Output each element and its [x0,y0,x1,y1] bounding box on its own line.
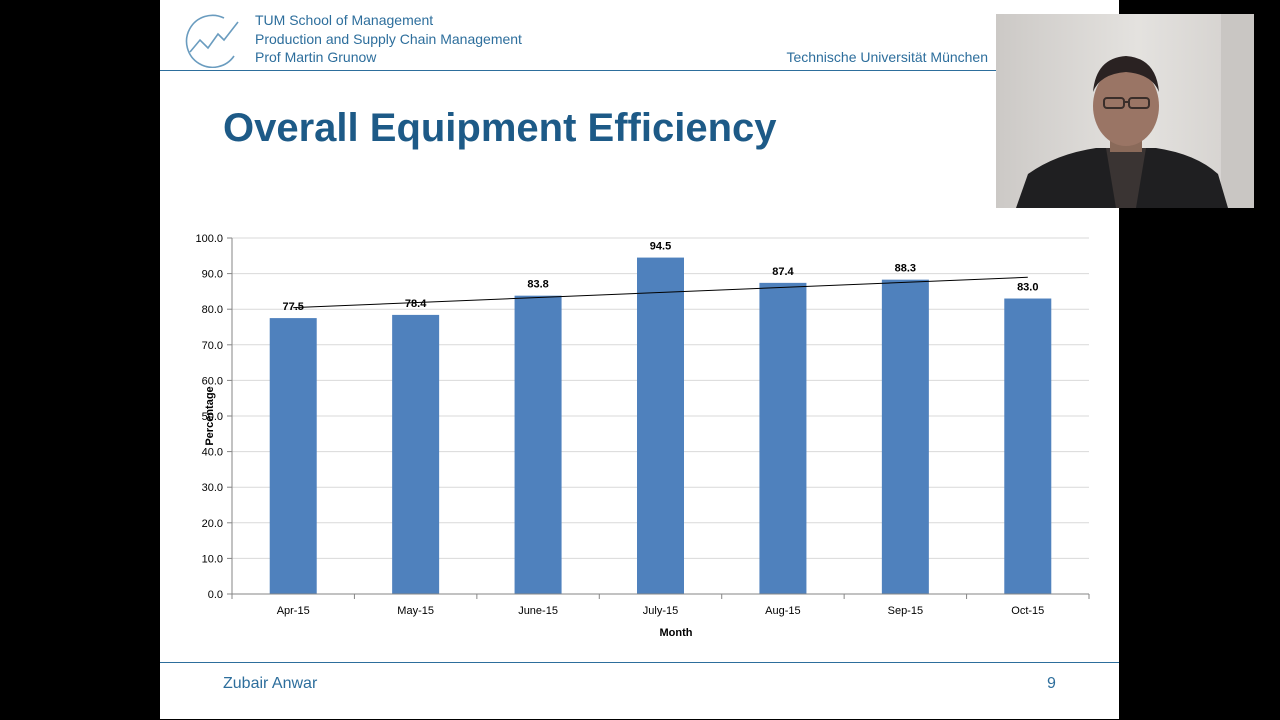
y-tick-label: 10.0 [202,553,223,565]
x-tick-label: Oct-15 [1011,605,1044,617]
y-tick-label: 40.0 [202,447,223,459]
bar-june-15 [514,295,562,594]
presenter-webcam [996,14,1254,208]
oee-bar-chart: 0.0 10.0 20.0 30.0 40.0 50.0 60.0 70.0 80.0 90.0 1… [195,233,1090,639]
data-label: 88.3 [895,263,916,275]
footer-author: Zubair Anwar [223,675,318,692]
footer-divider [160,662,1119,663]
x-tick-label: Apr-15 [277,605,310,617]
presenter-video-icon [1016,14,1254,208]
trendline [293,276,1028,309]
slide-title: Overall Equipment Efficiency [223,106,777,150]
data-label: 94.5 [650,241,671,253]
university-name: Technische Universität München [786,49,988,65]
page-number: 9 [1047,675,1056,692]
bar-apr-15 [269,318,317,594]
data-label: 87.4 [772,266,794,278]
y-tick-label: 60.0 [202,375,223,387]
school-name: TUM School of Management [255,12,434,28]
y-tick-label: 50.0 [202,411,223,423]
y-axis-ticks: 0.0 10.0 20.0 30.0 40.0 50.0 60.0 70.0 80.0 90.0 1… [195,233,232,601]
data-label: 83.8 [527,279,548,291]
bar-sep-15 [881,279,929,594]
bar-july-15 [637,257,684,594]
y-tick-label: 70.0 [202,340,223,352]
x-tick-label: June-15 [518,605,558,617]
slide: TUM School of Management Production and … [160,0,1119,719]
x-tick-label: Sep-15 [888,605,923,617]
x-axis-ticks: Apr-15 May-15 June-15 July-15 Aug-15 Sep-15 Oc… [231,594,1090,617]
x-tick-label: July-15 [643,605,678,617]
data-label: 83.0 [1017,282,1038,294]
x-tick-label: May-15 [397,605,434,617]
y-tick-label: 30.0 [202,482,223,494]
x-axis-label: Month [660,627,693,639]
data-labels: 77.5 78.4 83.8 94.5 87.4 88.3 83.0 [283,241,1039,314]
y-tick-label: 100.0 [195,233,223,245]
y-tick-label: 80.0 [202,304,223,316]
bar-may-15 [392,314,440,594]
bar-oct-15 [1004,298,1052,594]
professor-name: Prof Martin Grunow [255,49,377,65]
bar-aug-15 [759,282,807,594]
bars [269,257,1052,594]
y-tick-label: 0.0 [208,589,223,601]
chair-name: Production and Supply Chain Management [255,31,522,47]
data-label: 77.5 [283,301,304,313]
header-divider [160,70,1119,71]
x-tick-label: Aug-15 [765,605,800,617]
y-axis-label: Percentage [204,386,216,445]
data-label: 78.4 [405,298,427,310]
y-tick-label: 90.0 [202,269,223,281]
trendline-path [293,276,1028,309]
tum-logo-icon [185,14,239,68]
y-tick-label: 20.0 [202,518,223,530]
